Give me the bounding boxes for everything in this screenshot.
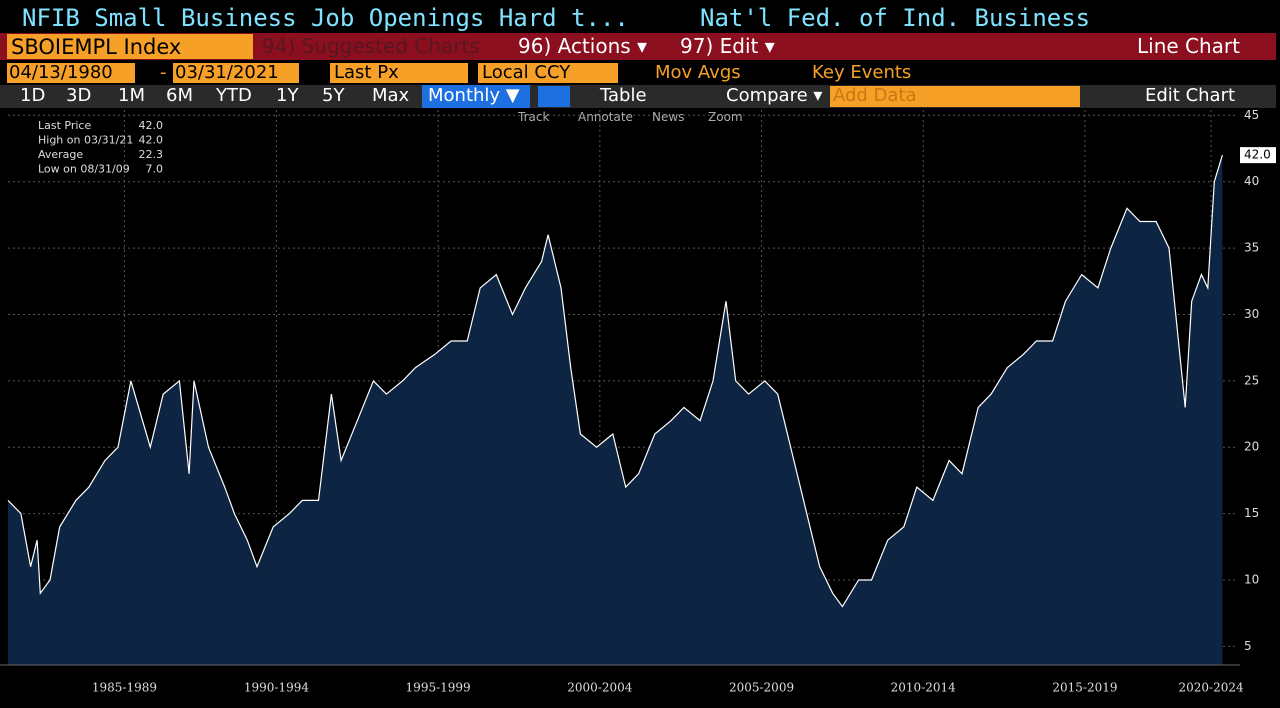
- period-button[interactable]: 1Y: [276, 85, 299, 106]
- period-button[interactable]: 3D: [66, 85, 92, 106]
- frequency[interactable]: Monthly ▼: [422, 85, 530, 108]
- end-date[interactable]: 03/31/2021: [173, 63, 299, 83]
- period-button[interactable]: 6M: [166, 85, 193, 106]
- tool[interactable]: News: [652, 110, 685, 124]
- y-tick-label: 15: [1244, 506, 1259, 520]
- x-tick-label: 2000-2004: [567, 681, 632, 695]
- x-tick-label: 2015-2019: [1052, 681, 1117, 695]
- edit[interactable]: 97) Edit ▾: [680, 34, 775, 58]
- line: [7, 154, 1223, 608]
- source: Nat'l Fed. of Ind. Business: [700, 4, 1091, 32]
- x-tick-label: 2005-2009: [729, 681, 794, 695]
- area: [8, 155, 1223, 665]
- table[interactable]: Table: [600, 85, 647, 106]
- x-tick-label: 1985-1989: [92, 681, 157, 695]
- period-button[interactable]: 5Y: [322, 85, 345, 106]
- y-tick-label: 20: [1244, 440, 1259, 454]
- legend-value: 42.0: [139, 119, 164, 132]
- suggested[interactable]: 94) Suggested Charts: [262, 34, 480, 58]
- chart-icon[interactable]: [538, 86, 570, 107]
- y-tick-label: 35: [1244, 241, 1259, 255]
- x-tick-label: 1990-1994: [244, 681, 309, 695]
- add-data[interactable]: Add Data: [830, 86, 1080, 107]
- legend-label: High on 03/31/21: [38, 134, 133, 147]
- legend-value: 42.0: [139, 134, 164, 147]
- y-tick-label: 45: [1244, 108, 1259, 122]
- last-label-box: [1240, 147, 1276, 164]
- start-date[interactable]: 04/13/1980: [7, 63, 135, 83]
- period-button[interactable]: YTD: [216, 85, 252, 106]
- mov-avgs[interactable]: Mov Avgs: [655, 62, 741, 83]
- legend-label: Last Price: [38, 119, 91, 132]
- tool[interactable]: Annotate: [578, 110, 633, 124]
- x-tick-label: 2020-2024: [1178, 681, 1243, 695]
- compare[interactable]: Compare ▾: [726, 85, 823, 106]
- currency[interactable]: Local CCY: [478, 63, 618, 83]
- legend-label: Low on 08/31/09: [38, 163, 130, 176]
- chart: 5 10 15 20 25 30 35 40 45 1985-1989 1990-1994 1995-…: [0, 108, 1276, 695]
- legend-label: Average: [38, 148, 83, 161]
- period-button[interactable]: 1M: [118, 85, 145, 106]
- dash: -: [160, 62, 167, 83]
- y-tick-label: 30: [1244, 307, 1259, 321]
- period-button[interactable]: 1D: [20, 85, 46, 106]
- legend-value: 7.0: [146, 163, 164, 176]
- y-tick-label: 10: [1244, 573, 1259, 587]
- key-events[interactable]: Key Events: [812, 62, 912, 83]
- tool[interactable]: Track: [518, 110, 550, 124]
- period-button[interactable]: Max: [372, 85, 410, 106]
- x-tick-label: 2010-2014: [891, 681, 956, 695]
- actions[interactable]: 96) Actions ▾: [518, 34, 648, 58]
- tool[interactable]: Zoom: [708, 110, 743, 124]
- chart-kind: Line Chart: [1137, 34, 1240, 58]
- title: NFIB Small Business Job Openings Hard t.…: [22, 4, 629, 32]
- ticker[interactable]: SBOIEMPL Index: [7, 34, 253, 59]
- y-tick-label: 5: [1244, 639, 1252, 653]
- y-tick-label: 40: [1244, 174, 1259, 188]
- edit-chart[interactable]: Edit Chart: [1145, 85, 1236, 106]
- y-tick-label: 25: [1244, 373, 1259, 387]
- x-tick-label: 1995-1999: [406, 681, 471, 695]
- field[interactable]: Last Px: [330, 63, 468, 83]
- legend-value: 22.3: [139, 148, 164, 161]
- last-label: 42.0: [1244, 148, 1271, 162]
